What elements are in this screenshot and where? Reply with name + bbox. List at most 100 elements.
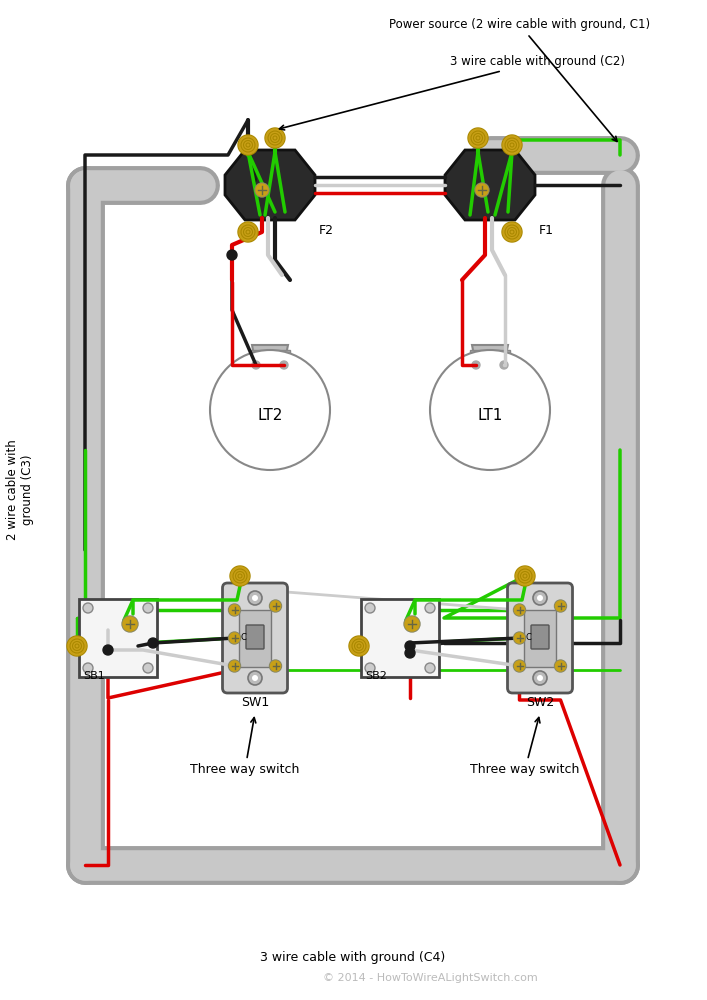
Circle shape bbox=[404, 616, 420, 632]
FancyBboxPatch shape bbox=[508, 583, 573, 693]
Circle shape bbox=[516, 567, 534, 585]
Text: SW1: SW1 bbox=[241, 696, 269, 709]
Text: F1: F1 bbox=[539, 224, 554, 237]
Circle shape bbox=[239, 136, 257, 154]
Text: Power source (2 wire cable with ground, C1): Power source (2 wire cable with ground, … bbox=[389, 18, 650, 141]
Text: LT1: LT1 bbox=[477, 408, 503, 422]
Circle shape bbox=[472, 361, 480, 369]
Polygon shape bbox=[252, 345, 288, 365]
Circle shape bbox=[83, 603, 93, 613]
FancyBboxPatch shape bbox=[239, 609, 271, 666]
Circle shape bbox=[476, 184, 488, 196]
Text: © 2014 - HowToWireALightSwitch.com: © 2014 - HowToWireALightSwitch.com bbox=[322, 973, 537, 983]
Circle shape bbox=[280, 361, 288, 369]
Circle shape bbox=[513, 660, 525, 672]
Circle shape bbox=[239, 223, 257, 241]
Circle shape bbox=[365, 603, 375, 613]
Circle shape bbox=[475, 183, 489, 197]
Circle shape bbox=[252, 675, 258, 681]
Circle shape bbox=[515, 566, 535, 586]
Circle shape bbox=[503, 223, 521, 241]
Text: C: C bbox=[240, 634, 247, 643]
Text: SB1: SB1 bbox=[83, 671, 105, 681]
Circle shape bbox=[515, 633, 525, 643]
Circle shape bbox=[503, 136, 521, 154]
Circle shape bbox=[500, 361, 508, 369]
Circle shape bbox=[502, 135, 522, 155]
Circle shape bbox=[271, 601, 281, 611]
Circle shape bbox=[513, 604, 525, 616]
Circle shape bbox=[210, 350, 330, 470]
FancyBboxPatch shape bbox=[79, 599, 157, 677]
Circle shape bbox=[103, 645, 113, 655]
FancyBboxPatch shape bbox=[470, 350, 510, 360]
Text: SB2: SB2 bbox=[365, 671, 387, 681]
Circle shape bbox=[502, 222, 522, 242]
Circle shape bbox=[515, 661, 525, 671]
Circle shape bbox=[231, 567, 249, 585]
Circle shape bbox=[83, 663, 93, 673]
Circle shape bbox=[228, 632, 240, 644]
Circle shape bbox=[230, 566, 250, 586]
Text: 2 wire cable with
ground (C3): 2 wire cable with ground (C3) bbox=[6, 440, 34, 540]
Circle shape bbox=[148, 638, 158, 648]
FancyBboxPatch shape bbox=[361, 599, 439, 677]
Circle shape bbox=[537, 675, 543, 681]
Text: C: C bbox=[525, 634, 532, 643]
Circle shape bbox=[425, 663, 435, 673]
Circle shape bbox=[349, 636, 369, 656]
Circle shape bbox=[425, 603, 435, 613]
Circle shape bbox=[252, 595, 258, 601]
FancyBboxPatch shape bbox=[223, 583, 288, 693]
Text: F2: F2 bbox=[319, 224, 334, 237]
Circle shape bbox=[269, 600, 281, 612]
Circle shape bbox=[537, 595, 543, 601]
Circle shape bbox=[430, 350, 550, 470]
Circle shape bbox=[556, 601, 566, 611]
Circle shape bbox=[556, 661, 566, 671]
Circle shape bbox=[513, 632, 525, 644]
Circle shape bbox=[350, 637, 368, 655]
Circle shape bbox=[554, 660, 566, 672]
FancyBboxPatch shape bbox=[524, 609, 556, 666]
Text: Three way switch: Three way switch bbox=[190, 718, 300, 776]
Text: Three way switch: Three way switch bbox=[470, 717, 580, 776]
Circle shape bbox=[123, 617, 137, 631]
Circle shape bbox=[238, 222, 258, 242]
FancyBboxPatch shape bbox=[246, 625, 264, 649]
Circle shape bbox=[269, 660, 281, 672]
Circle shape bbox=[228, 660, 240, 672]
Text: 3 wire cable with ground (C2): 3 wire cable with ground (C2) bbox=[279, 55, 625, 130]
Circle shape bbox=[230, 661, 240, 671]
Circle shape bbox=[405, 641, 415, 651]
Circle shape bbox=[252, 361, 260, 369]
Circle shape bbox=[255, 183, 269, 197]
Circle shape bbox=[533, 591, 547, 605]
Circle shape bbox=[554, 600, 566, 612]
Circle shape bbox=[68, 637, 86, 655]
Circle shape bbox=[256, 184, 268, 196]
Circle shape bbox=[266, 129, 284, 147]
Circle shape bbox=[122, 616, 138, 632]
Circle shape bbox=[227, 250, 237, 260]
Circle shape bbox=[67, 636, 87, 656]
Text: 3 wire cable with ground (C4): 3 wire cable with ground (C4) bbox=[260, 952, 445, 964]
Circle shape bbox=[468, 128, 488, 148]
Circle shape bbox=[230, 605, 240, 615]
Circle shape bbox=[238, 135, 258, 155]
Polygon shape bbox=[472, 345, 508, 365]
FancyBboxPatch shape bbox=[531, 625, 549, 649]
Circle shape bbox=[515, 605, 525, 615]
Circle shape bbox=[248, 591, 262, 605]
Text: SW2: SW2 bbox=[526, 696, 554, 709]
Circle shape bbox=[143, 603, 153, 613]
Circle shape bbox=[265, 128, 285, 148]
Text: LT2: LT2 bbox=[257, 408, 283, 422]
Polygon shape bbox=[445, 150, 535, 220]
Circle shape bbox=[230, 633, 240, 643]
Circle shape bbox=[405, 648, 415, 658]
Circle shape bbox=[228, 604, 240, 616]
Circle shape bbox=[533, 671, 547, 685]
Circle shape bbox=[248, 671, 262, 685]
Circle shape bbox=[405, 617, 419, 631]
